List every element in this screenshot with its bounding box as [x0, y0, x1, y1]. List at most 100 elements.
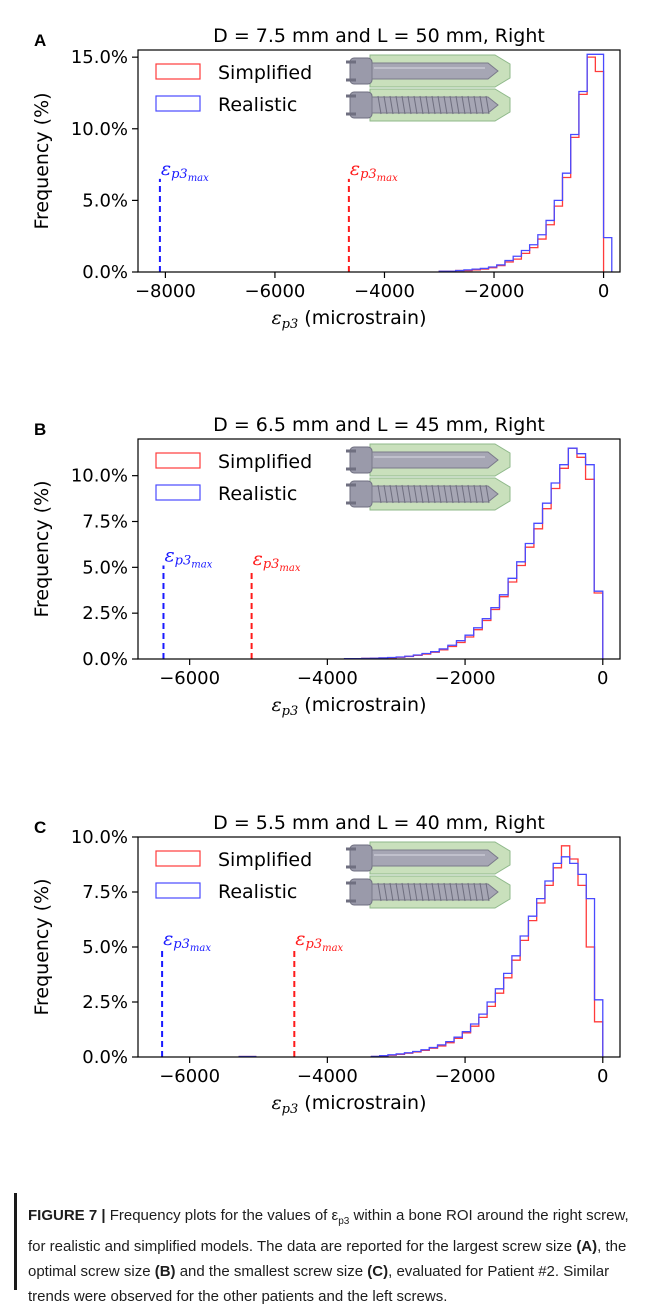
y-tick-label: 5.0% [82, 557, 128, 578]
screw-thread-line [395, 484, 400, 504]
panel-letter: A [34, 31, 46, 50]
y-tick-label: 10.0% [71, 466, 128, 487]
chart-title: D = 6.5 mm and L = 45 mm, Right [213, 414, 545, 436]
screw-icon-simplified [346, 443, 511, 477]
legend-swatch-simplified [155, 452, 201, 469]
y-axis-label: Frequency (%) [31, 878, 53, 1015]
screw-thread-line [383, 95, 388, 115]
x-tick-label: 0 [597, 668, 608, 689]
screw-thread-line [413, 95, 418, 115]
histogram-series-realistic [438, 53, 613, 272]
x-axis-label: εp3 (microstrain) [271, 694, 426, 719]
screw-thread-line [485, 882, 490, 902]
screw-icon-realistic [346, 875, 511, 909]
screw-thread-line [383, 484, 388, 504]
screw-thread-line [485, 484, 490, 504]
screw-thread-line [425, 882, 430, 902]
x-tick-label: −6000 [159, 668, 220, 689]
screw-thread-line [413, 484, 418, 504]
caption-text-1: Frequency plots for the values of ε [105, 1207, 339, 1224]
screw-thread-line [461, 882, 466, 902]
panel-letter: C [34, 818, 46, 837]
max-marker-label: εp3max [350, 158, 398, 184]
x-tick-label: −8000 [135, 281, 196, 302]
y-tick-label: 0.0% [82, 1047, 128, 1068]
caption-rule [14, 1193, 17, 1290]
screw-thread-line [377, 882, 382, 902]
screw-thread-line [443, 95, 448, 115]
screw-thread-line [419, 484, 424, 504]
legend-label-realistic: Realistic [218, 881, 297, 903]
y-tick-label: 2.5% [82, 603, 128, 624]
screw-thread-line [467, 484, 472, 504]
screw-thread-line [419, 882, 424, 902]
legend-label-simplified: Simplified [218, 62, 312, 84]
legend-label-simplified: Simplified [218, 451, 312, 473]
screw-thread-line [455, 95, 460, 115]
max-marker-label: εp3max [164, 545, 212, 571]
y-axis-label: Frequency (%) [31, 92, 53, 229]
panel-letter: B [34, 420, 46, 439]
screw-thread-line [383, 882, 388, 902]
y-tick-label: 0.0% [82, 649, 128, 670]
screw-thread-line [401, 882, 406, 902]
x-tick-label: −4000 [354, 281, 415, 302]
screw-icon-realistic [346, 88, 511, 122]
screw-tulip-shape [346, 483, 356, 505]
y-tick-label: 10.0% [71, 119, 128, 140]
chart-panel-b: B D = 6.5 mm and L = 45 mm, Right εp3max εp… [31, 414, 621, 719]
x-tick-label: −2000 [464, 281, 525, 302]
screw-thread-line [401, 484, 406, 504]
x-tick-label: 0 [597, 1066, 608, 1087]
screw-thread-line [479, 882, 484, 902]
screw-thread-line [443, 882, 448, 902]
screw-thread-line [389, 484, 394, 504]
y-tick-label: 5.0% [82, 937, 128, 958]
caption-ref-b: (B) [154, 1263, 176, 1280]
caption-ref-a: (A) [576, 1238, 598, 1255]
screw-thread-line [449, 95, 454, 115]
x-tick-label: −4000 [297, 668, 358, 689]
screw-thread-line [407, 95, 412, 115]
caption-ref-c: (C) [367, 1263, 389, 1280]
screw-thread-line [389, 95, 394, 115]
screw-thread-line [413, 882, 418, 902]
chart-title: D = 5.5 mm and L = 40 mm, Right [213, 812, 545, 834]
screw-thread-line [473, 95, 478, 115]
chart-title: D = 7.5 mm and L = 50 mm, Right [213, 25, 545, 47]
max-marker-label: εp3max [253, 548, 301, 574]
screw-thread-line [395, 882, 400, 902]
screw-thread-line [449, 882, 454, 902]
screw-thread-line [419, 95, 424, 115]
figure-canvas: A D = 7.5 mm and L = 50 mm, Right εp3max εp… [31, 25, 621, 1117]
plot-frame [137, 49, 621, 273]
screw-thread-line [467, 95, 472, 115]
legend-label-realistic: Realistic [218, 483, 297, 505]
y-tick-label: 10.0% [71, 827, 128, 848]
x-tick-label: −6000 [159, 1066, 220, 1087]
screw-tulip-shape [346, 449, 356, 471]
screw-tulip-shape [346, 60, 356, 82]
caption-text-1-sub: p3 [338, 1216, 350, 1227]
screw-thread-line [455, 882, 460, 902]
legend-swatch-realistic [155, 484, 201, 501]
screw-thread-line [473, 882, 478, 902]
y-tick-label: 7.5% [82, 882, 128, 903]
screw-icon-simplified [346, 54, 511, 88]
max-marker-label: εp3max [295, 928, 343, 954]
legend-swatch-simplified [155, 63, 201, 80]
screw-thread-line [377, 484, 382, 504]
legend-label-realistic: Realistic [218, 94, 297, 116]
screw-thread-line [425, 484, 430, 504]
screw-thread-line [437, 95, 442, 115]
legend-swatch-simplified [155, 850, 201, 867]
screw-thread-line [455, 484, 460, 504]
y-tick-label: 15.0% [71, 47, 128, 68]
legend-swatch-realistic [155, 95, 201, 112]
screw-tulip-shape [346, 94, 356, 116]
screw-thread-line [437, 882, 442, 902]
screw-thread-line [401, 95, 406, 115]
caption-text-3: , the optimal screw size [28, 1238, 627, 1280]
max-marker-label: εp3max [161, 158, 209, 184]
screw-thread-line [377, 95, 382, 115]
